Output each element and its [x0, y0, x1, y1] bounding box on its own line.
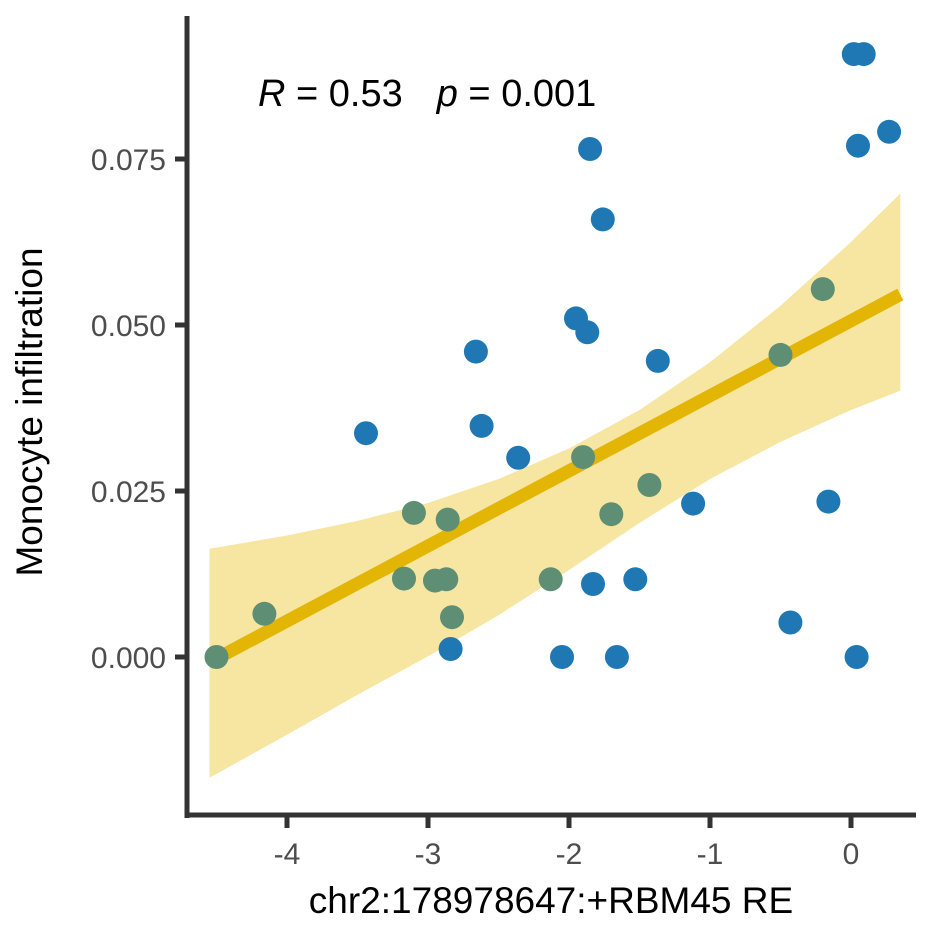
y-axis-tick-labels: 0.000 0.025 0.050 0.075 [91, 144, 166, 675]
data-point [463, 339, 488, 364]
data-point [810, 277, 835, 302]
data-point [575, 320, 600, 345]
data-point [438, 637, 463, 661]
data-point [538, 567, 563, 592]
x-axis-tick-label: -1 [697, 838, 724, 871]
data-point [392, 566, 416, 591]
annotation-r-symbol: R [258, 73, 285, 115]
data-point [354, 421, 378, 446]
x-axis-tick-label: -4 [274, 838, 301, 871]
data-point [571, 445, 596, 470]
y-axis-tick-label: 0.000 [91, 642, 166, 675]
data-point [599, 502, 624, 527]
data-point [578, 137, 603, 161]
correlation-annotation: R = 0.53 p = 0.001 [258, 73, 596, 115]
data-point [645, 348, 670, 373]
data-point [506, 445, 531, 470]
x-axis-tick-label: -3 [415, 838, 442, 871]
data-point [637, 473, 662, 497]
data-point [846, 133, 870, 158]
y-axis-title: Monocyte infiltration [9, 247, 50, 576]
data-point [877, 119, 902, 144]
data-point [204, 645, 229, 669]
x-axis-title: chr2:178978647:+RBM45 RE [309, 880, 793, 921]
annotation-p-symbol: p [436, 73, 458, 115]
data-point [401, 500, 426, 525]
data-point [252, 601, 277, 626]
data-point [778, 610, 803, 635]
data-point [581, 572, 605, 596]
data-point [435, 507, 460, 532]
annotation-p-equals: = [458, 73, 501, 115]
y-axis-tick-label: 0.075 [91, 144, 166, 177]
annotation-p-value: 0.001 [501, 73, 596, 115]
data-point [604, 645, 629, 669]
annotation-r-equals: = [285, 73, 328, 115]
data-point [590, 207, 615, 232]
data-point [469, 413, 494, 438]
y-axis-ticks [175, 156, 187, 660]
data-point [681, 491, 706, 516]
y-axis-tick-label: 0.050 [91, 310, 166, 343]
data-point [768, 342, 793, 367]
annotation-r-value: 0.53 [329, 73, 403, 115]
y-axis-tick-label: 0.025 [91, 476, 166, 509]
data-point [844, 645, 869, 669]
data-point [434, 567, 459, 592]
x-axis-tick-label: -2 [556, 838, 583, 871]
data-point [440, 605, 464, 630]
x-axis-tick-label: 0 [843, 838, 860, 871]
data-point [623, 567, 648, 592]
data-point [851, 42, 876, 67]
data-points-group [204, 42, 902, 669]
x-axis-ticks [284, 815, 854, 828]
data-point [550, 645, 574, 669]
x-axis-tick-labels: -4 -3 -2 -1 0 [274, 838, 860, 871]
regression-line [206, 288, 904, 669]
data-point [816, 489, 841, 514]
